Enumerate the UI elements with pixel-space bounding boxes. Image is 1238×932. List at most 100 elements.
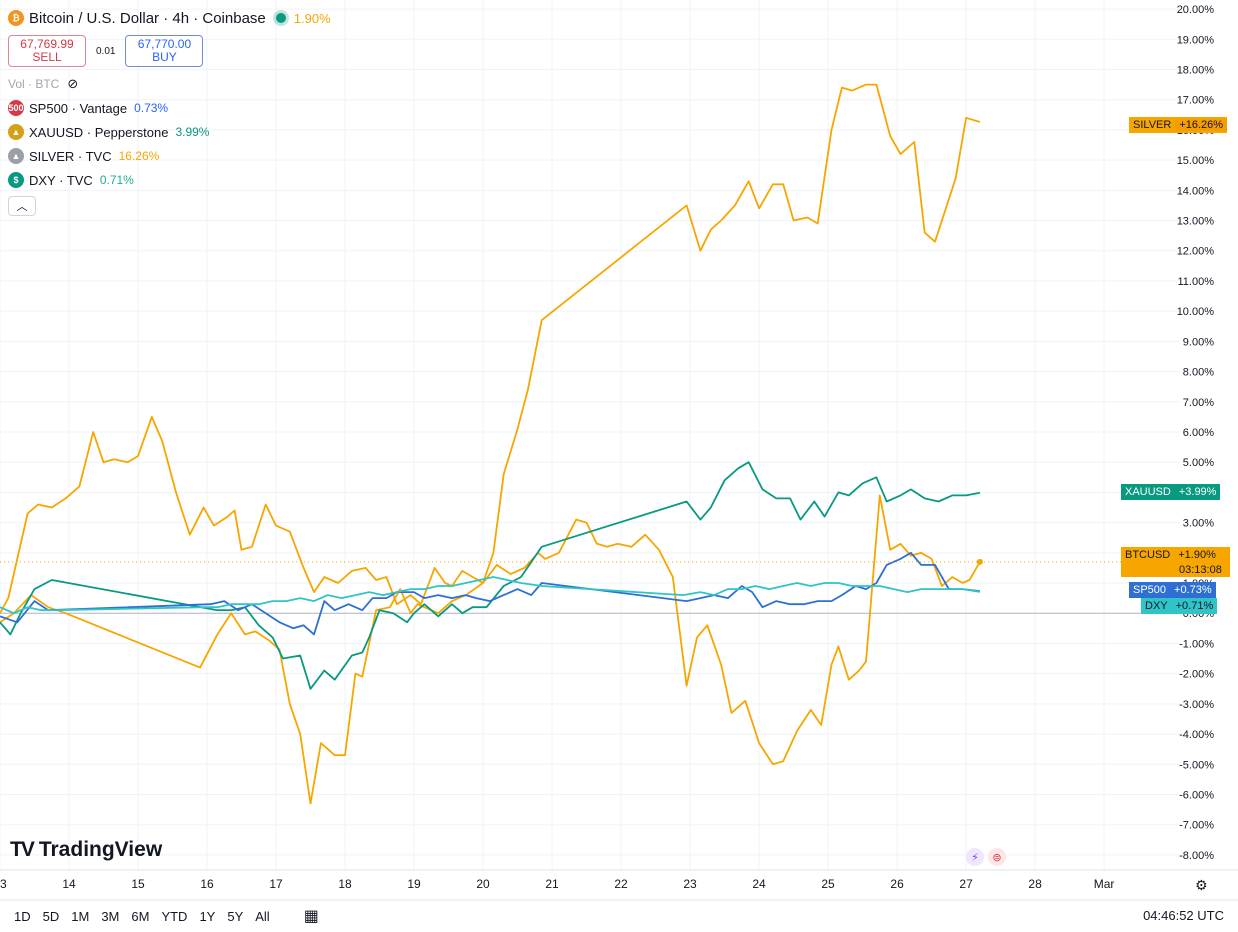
y-tick-label: 6.00% xyxy=(1183,427,1214,439)
last-price-markers xyxy=(0,558,1180,565)
btcusd-value: +1.90% xyxy=(1178,548,1216,561)
y-tick-label: -7.00% xyxy=(1179,820,1214,832)
range-3m[interactable]: 3M xyxy=(101,908,120,924)
sell-label: SELL xyxy=(32,50,62,64)
compare-name: DXY · TVC xyxy=(29,172,93,188)
compare-row-dxy[interactable]: $ DXY · TVC 0.71% xyxy=(8,168,331,192)
y-tick-label: -8.00% xyxy=(1179,850,1214,862)
compare-row-xauusd[interactable]: ▲ XAUUSD · Pepperstone 3.99% xyxy=(8,120,331,144)
x-tick-label: 26 xyxy=(890,877,904,891)
y-tick-label: 15.00% xyxy=(1177,155,1215,167)
silver-bars-icon: ▲ xyxy=(8,148,24,164)
series-line-dxy xyxy=(0,576,981,615)
range-5d[interactable]: 5D xyxy=(42,908,60,924)
tradingview-mark-icon: TV xyxy=(10,838,35,861)
sell-price: 67,769.99 xyxy=(20,37,74,51)
range-1y[interactable]: 1Y xyxy=(199,908,216,924)
y-tick-label: -3.00% xyxy=(1179,699,1214,711)
btcusd-price-label: BTCUSD +1.90% 03:13:08 xyxy=(1121,547,1230,577)
y-tick-label: 18.00% xyxy=(1177,64,1215,76)
bitcoin-icon: ₿ xyxy=(8,10,24,26)
series-line-silver xyxy=(0,416,981,766)
y-tick-label: -5.00% xyxy=(1179,759,1214,771)
main-symbol-row[interactable]: ₿ Bitcoin / U.S. Dollar · 4h · Coinbase … xyxy=(8,6,331,30)
compare-row-sp500[interactable]: 500 SP500 · Vantage 0.73% xyxy=(8,96,331,120)
compare-change: 0.71% xyxy=(99,173,134,187)
chart-legend: ₿ Bitcoin / U.S. Dollar · 4h · Coinbase … xyxy=(8,6,331,216)
utc-clock[interactable]: 04:46:52 UTC xyxy=(1143,908,1224,923)
collapse-legend-button[interactable]: ︿ xyxy=(8,196,36,216)
dxy-price-label: DXY +0.71% xyxy=(1141,598,1218,614)
volume-label: Vol · BTC xyxy=(8,77,60,91)
y-tick-label: 20.00% xyxy=(1177,4,1215,16)
y-tick-label: -6.00% xyxy=(1179,789,1214,801)
range-1d[interactable]: 1D xyxy=(14,908,31,924)
compare-name: SP500 · Vantage xyxy=(29,100,128,116)
sell-button[interactable]: 67,769.99 SELL xyxy=(8,35,86,67)
y-tick-label: 8.00% xyxy=(1183,367,1214,379)
lightning-event-icon[interactable]: ⚡ xyxy=(966,848,984,866)
x-tick-label: 19 xyxy=(407,877,421,891)
event-icons[interactable]: ⚡ ⊜ xyxy=(966,848,1010,866)
tradingview-wordmark: TradingView xyxy=(38,838,163,861)
dollar-icon: $ xyxy=(8,172,24,188)
y-tick-label: 3.00% xyxy=(1183,518,1214,530)
trade-panel: 67,769.99 SELL 0.01 67,770.00 BUY xyxy=(8,34,331,68)
x-tick-label: 13 xyxy=(0,877,7,891)
range-all[interactable]: All xyxy=(255,908,270,924)
x-tick-label: 18 xyxy=(338,877,352,891)
compare-row-silver[interactable]: ▲ SILVER · TVC 16.26% xyxy=(8,144,331,168)
buy-label: BUY xyxy=(152,50,177,64)
us-flag-icon[interactable]: ⊜ xyxy=(988,848,1006,866)
main-symbol-title[interactable]: Bitcoin / U.S. Dollar · 4h · Coinbase xyxy=(29,9,266,27)
compare-change: 3.99% xyxy=(175,125,210,139)
volume-row[interactable]: Vol · BTC ⊘ xyxy=(8,72,331,96)
tradingview-logo[interactable]: TV TradingView xyxy=(10,838,162,862)
y-tick-label: -1.00% xyxy=(1179,638,1214,650)
y-tick-label: 14.00% xyxy=(1177,185,1215,197)
range-6m[interactable]: 6M xyxy=(131,908,150,924)
y-tick-label: 9.00% xyxy=(1183,336,1214,348)
x-tick-label: 24 xyxy=(752,877,766,891)
x-tick-label: 27 xyxy=(959,877,973,891)
range-1m[interactable]: 1M xyxy=(71,908,90,924)
y-tick-label: 17.00% xyxy=(1177,95,1215,107)
sp500-icon: 500 xyxy=(8,100,24,116)
gold-bars-icon: ▲ xyxy=(8,124,24,140)
sp500-price-label: SP500 +0.73% xyxy=(1129,582,1216,598)
range-5y[interactable]: 5Y xyxy=(227,908,244,924)
bar-countdown: 03:13:08 xyxy=(1179,563,1222,576)
chevron-up-icon: ︿ xyxy=(16,201,28,213)
eye-hidden-icon[interactable]: ⊘ xyxy=(67,76,79,91)
series-line-sp500 xyxy=(0,551,981,636)
series-line-silver xyxy=(0,83,981,805)
x-axis[interactable]: 13 14 15 16 17 18 19 20 21 22 23 24 25 26 27 28 Mar xyxy=(0,869,1238,901)
spread-value: 0.01 xyxy=(96,45,116,57)
x-tick-label: 23 xyxy=(683,877,697,891)
market-open-indicator xyxy=(275,13,286,23)
y-tick-label: 11.00% xyxy=(1178,276,1215,288)
x-tick-label: 22 xyxy=(614,877,628,891)
settings-gear-icon[interactable]: ⚙ xyxy=(1195,877,1208,893)
compare-change: 16.26% xyxy=(118,149,160,163)
x-tick-label: Mar xyxy=(1094,877,1115,891)
y-tick-label: 19.00% xyxy=(1177,34,1215,46)
y-tick-label: 10.00% xyxy=(1177,306,1215,318)
range-ytd[interactable]: YTD xyxy=(161,908,188,924)
series-lines xyxy=(0,83,981,805)
main-symbol-change: 1.90% xyxy=(293,10,331,26)
y-tick-label: 7.00% xyxy=(1183,397,1214,409)
btc-last-price-dot xyxy=(976,558,983,565)
y-tick-label: -2.00% xyxy=(1179,669,1214,681)
x-tick-label: 14 xyxy=(62,877,76,891)
y-tick-label: 13.00% xyxy=(1177,216,1215,228)
compare-name: SILVER · TVC xyxy=(29,148,112,164)
series-line-xauusd xyxy=(0,461,981,690)
compare-name: XAUUSD · Pepperstone xyxy=(29,124,169,140)
silver-price-label: SILVER +16.26% xyxy=(1129,117,1228,133)
y-tick-label: 12.00% xyxy=(1177,246,1215,258)
calendar-range-icon[interactable]: ▦ xyxy=(303,908,319,925)
xauusd-price-label: XAUUSD +3.99% xyxy=(1121,484,1221,500)
buy-button[interactable]: 67,770.00 BUY xyxy=(125,35,204,67)
